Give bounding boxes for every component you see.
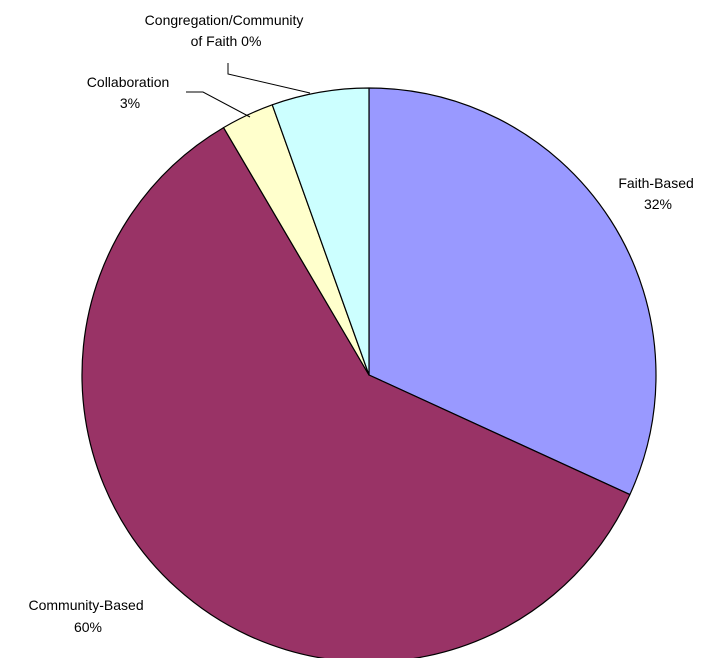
leader-congregation — [227, 63, 311, 94]
slice-faith-based — [368, 87, 657, 496]
label-collaboration-percent: 3% — [120, 95, 140, 111]
label-congregation-line1: Congregation/Community — [145, 12, 304, 28]
label-faith-based-percent: 32% — [644, 196, 672, 212]
pie-slices — [81, 87, 657, 658]
slice-community-based — [81, 126, 631, 658]
label-collaboration: Collaboration 3% — [87, 74, 173, 111]
label-collaboration-name: Collaboration — [87, 74, 170, 90]
label-community-based: Community-Based 60% — [28, 597, 147, 635]
leader-collaboration — [186, 91, 251, 118]
label-community-based-name: Community-Based — [28, 597, 143, 613]
label-faith-based: Faith-Based 32% — [618, 175, 697, 212]
slice-congregation-community-of-faith — [271, 87, 370, 376]
leader-lines — [186, 63, 311, 118]
label-congregation: Congregation/Community of Faith 0% — [145, 12, 308, 49]
label-community-based-percent: 60% — [74, 619, 102, 635]
label-congregation-line2: of Faith 0% — [191, 33, 262, 49]
label-faith-based-name: Faith-Based — [618, 175, 693, 191]
